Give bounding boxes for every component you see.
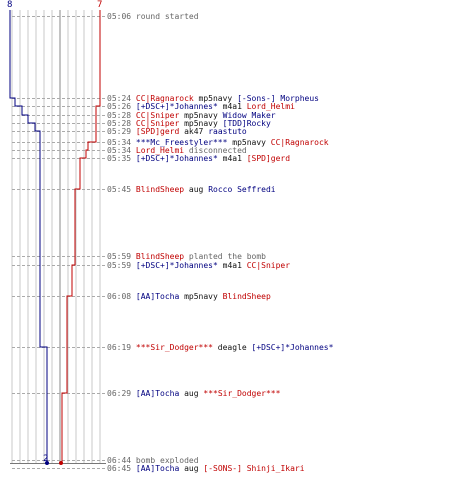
ct-end-marker	[45, 461, 49, 465]
event-text: bomb exploded	[135, 456, 199, 465]
event-text: [+DSC+]*Johannes*	[251, 343, 334, 352]
event-text: aug	[184, 185, 209, 194]
event-row: 05:28 CC|Sniper mp5navy Widow Maker	[107, 111, 276, 120]
event-text: BlindSheep	[135, 252, 185, 261]
event-text: CC|Sniper	[135, 111, 180, 120]
event-time: 06:19	[107, 343, 132, 352]
event-time: 05:34	[107, 138, 132, 147]
event-text: [+DSC+]*Johannes*	[135, 154, 218, 163]
event-time: 05:35	[107, 154, 132, 163]
event-time: 06:44	[107, 456, 132, 465]
t-start-score: 7	[97, 0, 103, 10]
event-time: 05:06	[107, 12, 132, 21]
event-row: 05:34 ***Mc_Freestyler*** mp5navy CC|Rag…	[107, 138, 329, 147]
event-text: round started	[135, 12, 199, 21]
event-text: CC|Ragnarock	[135, 94, 194, 103]
event-text: [AA]Tocha	[135, 292, 180, 301]
event-text: CC|Sniper	[135, 119, 180, 128]
event-time: 06:08	[107, 292, 132, 301]
event-time: 05:28	[107, 111, 132, 120]
event-text: aug	[179, 464, 204, 473]
event-time: 05:59	[107, 261, 132, 270]
event-text: [AA]Tocha	[135, 389, 180, 398]
ct-end-score: 2	[43, 454, 49, 464]
event-text: [-Sons-] Morpheus	[237, 94, 319, 103]
event-text: m4a1	[217, 154, 247, 163]
event-text: CC|Ragnarock	[270, 138, 329, 147]
event-text: mp5navy	[179, 292, 223, 301]
event-row: 05:34 Lord_Helmi disconnected	[107, 146, 247, 155]
ct-start-score: 8	[7, 0, 13, 10]
event-text: [+DSC+]*Johannes*	[135, 102, 218, 111]
event-text: mp5navy	[179, 111, 223, 120]
event-row: 05:45 BlindSheep aug Rocco Seffredi	[107, 185, 276, 194]
event-text: Lord_Helmi	[246, 102, 295, 111]
event-row: 06:08 [AA]Tocha mp5navy BlindSheep	[107, 292, 271, 301]
event-text: raastuto	[208, 127, 247, 136]
event-text: [TDD]Rocky	[222, 119, 271, 128]
event-text: aug	[179, 389, 204, 398]
event-text: disconnected	[184, 146, 247, 155]
event-text: [+DSC+]*Johannes*	[135, 261, 218, 270]
event-text: ***Sir_Dodger***	[135, 343, 213, 352]
event-row: 05:59 [+DSC+]*Johannes* m4a1 CC|Sniper	[107, 261, 290, 270]
event-row: 06:45 [AA]Tocha aug [-SONS-] Shinji_Ikar…	[107, 464, 305, 473]
event-text: m4a1	[217, 261, 247, 270]
event-text: Rocco Seffredi	[208, 185, 276, 194]
t-end-marker	[59, 461, 63, 465]
event-row: 05:35 [+DSC+]*Johannes* m4a1 [SPD]gerd	[107, 154, 290, 163]
event-time: 05:24	[107, 94, 132, 103]
event-text: ***Sir_Dodger***	[203, 389, 281, 398]
event-text: ak47	[179, 127, 209, 136]
event-time: 05:45	[107, 185, 132, 194]
event-text: [SPD]gerd	[135, 127, 180, 136]
event-text: deagle	[212, 343, 252, 352]
event-row: 05:24 CC|Ragnarock mp5navy [-Sons-] Morp…	[107, 94, 319, 103]
ct-alive-line	[9, 10, 48, 463]
event-text: Widow Maker	[222, 111, 276, 120]
event-text: m4a1	[217, 102, 247, 111]
event-row: 06:19 ***Sir_Dodger*** deagle [+DSC+]*Jo…	[107, 343, 333, 352]
event-time: 06:29	[107, 389, 132, 398]
event-row: 05:06 round started	[107, 12, 199, 21]
event-text: mp5navy	[179, 119, 223, 128]
round-timeline-graph	[9, 10, 106, 469]
event-text: ***Mc_Freestyler***	[135, 138, 228, 147]
t-alive-line	[61, 10, 101, 463]
event-text: [AA]Tocha	[135, 464, 180, 473]
event-row: 06:44 bomb exploded	[107, 456, 199, 465]
event-time: 05:29	[107, 127, 132, 136]
event-time: 05:26	[107, 102, 132, 111]
event-time: 06:45	[107, 464, 132, 473]
event-text: BlindSheep	[222, 292, 271, 301]
event-text: mp5navy	[227, 138, 271, 147]
event-row: 05:59 BlindSheep planted the bomb	[107, 252, 266, 261]
event-row: 05:26 [+DSC+]*Johannes* m4a1 Lord_Helmi	[107, 102, 295, 111]
event-text: planted the bomb	[184, 252, 266, 261]
event-time: 05:28	[107, 119, 132, 128]
event-text: CC|Sniper	[246, 261, 291, 270]
event-text: BlindSheep	[135, 185, 185, 194]
event-time: 05:59	[107, 252, 132, 261]
event-time: 05:34	[107, 146, 132, 155]
event-row: 06:29 [AA]Tocha aug ***Sir_Dodger***	[107, 389, 280, 398]
event-text: [SPD]gerd	[246, 154, 291, 163]
event-text: mp5navy	[193, 94, 238, 103]
event-text: Lord_Helmi	[135, 146, 185, 155]
event-row: 05:29 [SPD]gerd ak47 raastuto	[107, 127, 247, 136]
event-row: 05:28 CC|Sniper mp5navy [TDD]Rocky	[107, 119, 271, 128]
event-text: [-SONS-] Shinji_Ikari	[203, 464, 305, 473]
